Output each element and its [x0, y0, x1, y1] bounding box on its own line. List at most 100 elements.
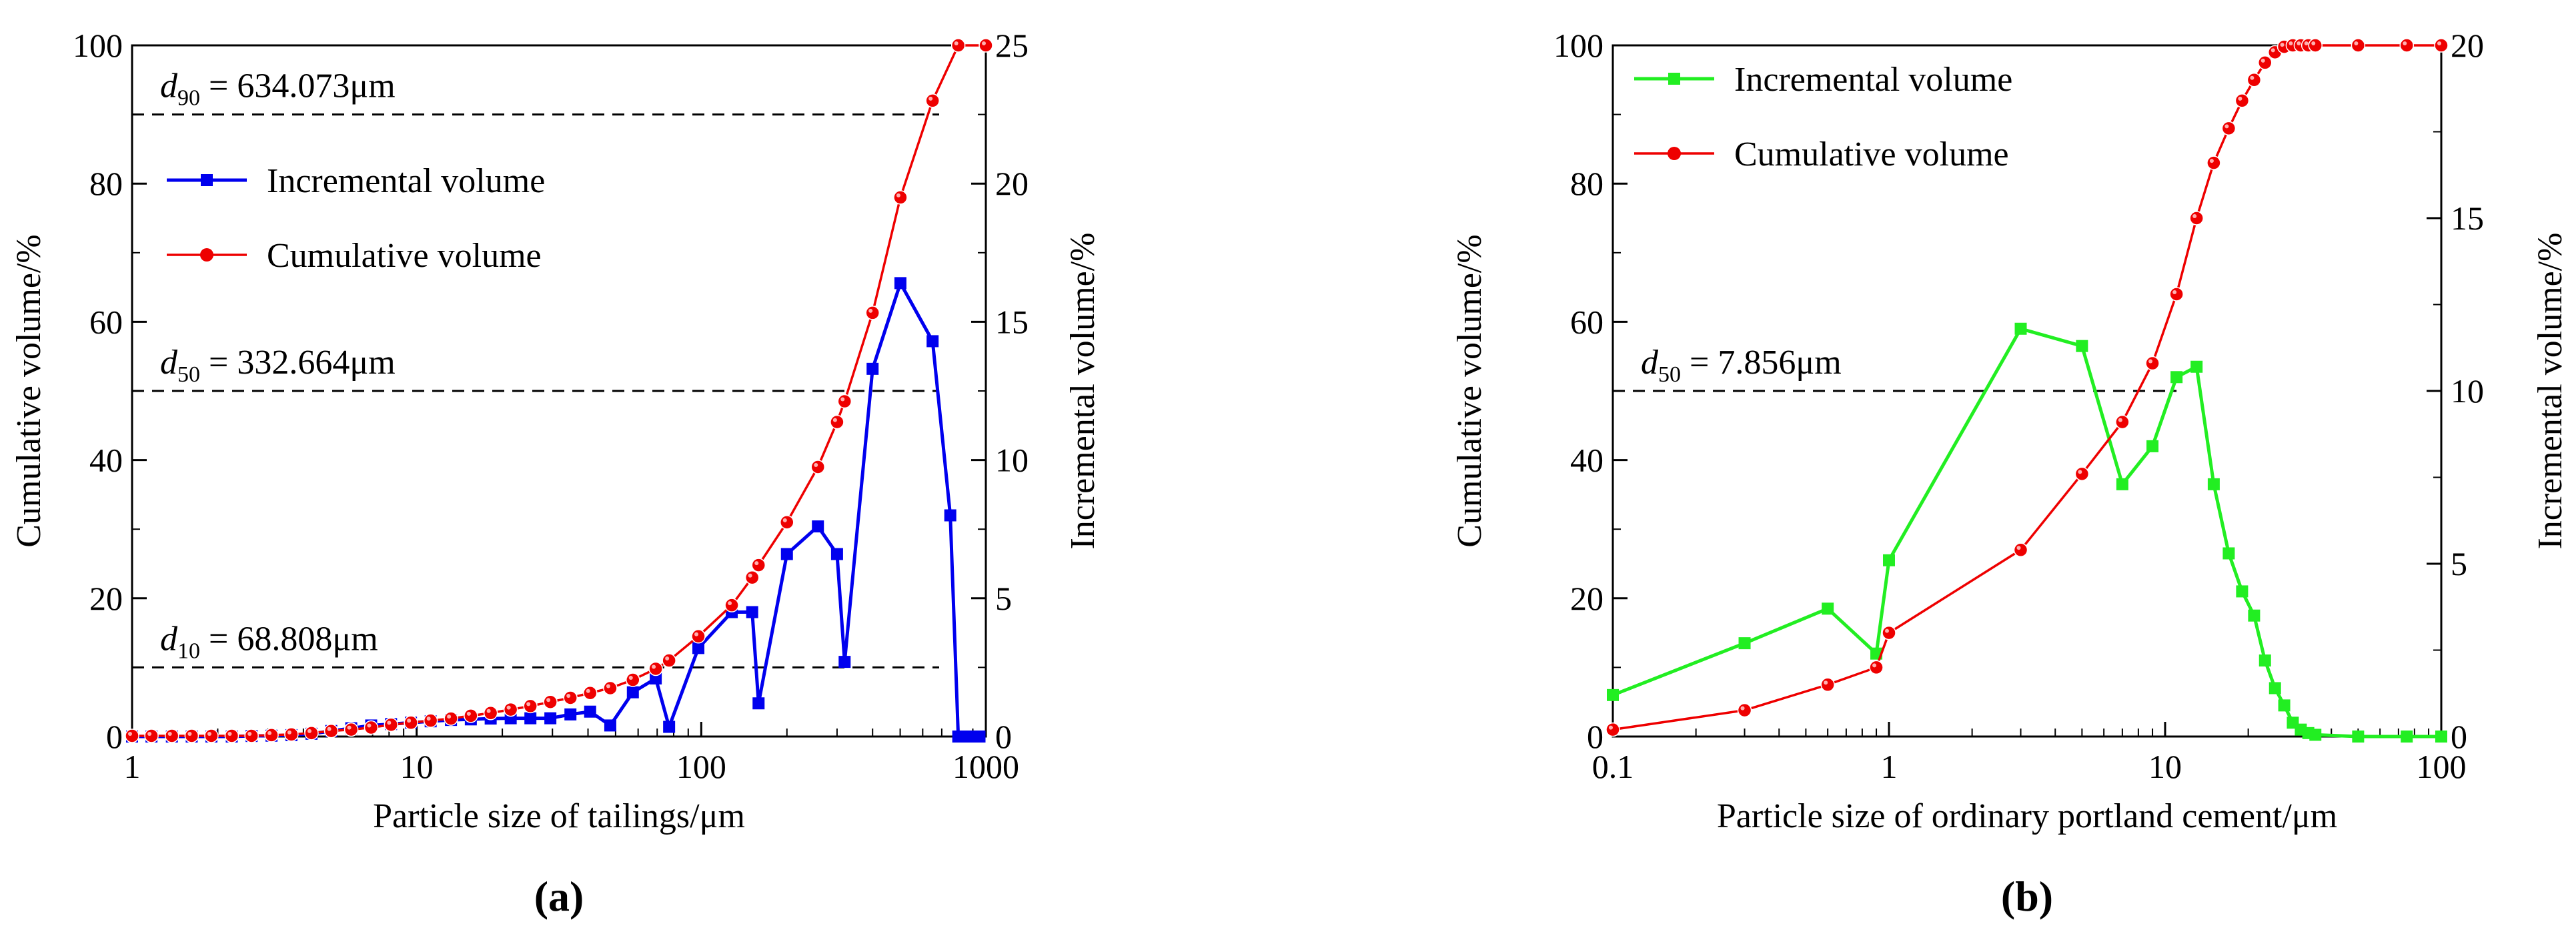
data-point	[724, 598, 739, 612]
data-point	[583, 685, 598, 700]
series-incremental-volume	[1607, 322, 2447, 743]
ref-symbol: d	[1641, 344, 1659, 382]
x-axis-label: Particle size of tailings/μm	[373, 797, 745, 835]
y-right-tick-label: 25	[995, 27, 1029, 64]
data-point	[2206, 155, 2221, 170]
data-point-highlight	[1824, 680, 1828, 685]
data-point	[125, 729, 139, 743]
legend-marker	[200, 248, 213, 262]
data-point	[344, 722, 359, 737]
y-right-tick-label: 10	[995, 442, 1029, 479]
panel-caption: (b)	[2001, 873, 2053, 920]
data-point	[626, 672, 640, 687]
y-left-tick-label: 60	[1570, 303, 1603, 340]
panel-caption: (a)	[534, 873, 584, 920]
ref-value: = 68.808μm	[200, 620, 378, 658]
data-point	[1882, 625, 1896, 640]
x-tick-label: 10	[400, 748, 434, 785]
ref-symbol: d	[160, 67, 178, 105]
data-point	[1820, 677, 1835, 692]
ref-symbol: d	[160, 620, 178, 658]
y-right-tick-label: 15	[2451, 199, 2484, 237]
data-point-highlight	[2224, 124, 2229, 129]
data-point	[865, 306, 880, 320]
data-point	[543, 694, 558, 709]
data-point	[626, 686, 639, 698]
panel-a: 1 10 100 10000204060801000510152025Particle…	[10, 27, 1102, 920]
data-point-highlight	[1872, 663, 1877, 668]
data-point	[1605, 722, 1620, 737]
data-point-highlight	[128, 731, 132, 736]
data-point	[1607, 688, 1619, 701]
ref-subscript: 50	[177, 362, 200, 387]
data-point-highlight	[307, 729, 311, 733]
y-right-tick-label: 0	[2451, 718, 2467, 755]
data-point	[780, 548, 793, 560]
x-tick-label: 100	[676, 748, 726, 785]
data-point	[2222, 547, 2235, 560]
data-point-highlight	[2311, 41, 2316, 45]
data-point	[837, 394, 852, 409]
data-point-highlight	[447, 715, 452, 719]
legend: Incremental volume Cumulative volume	[167, 162, 545, 275]
data-point-highlight	[728, 601, 732, 606]
data-point	[810, 460, 825, 474]
data-point-highlight	[782, 518, 787, 522]
data-point	[483, 706, 498, 721]
data-point	[244, 729, 259, 743]
data-point-highlight	[928, 96, 933, 101]
data-point-highlight	[187, 731, 192, 736]
data-point	[691, 629, 706, 644]
data-point	[1737, 702, 1752, 718]
data-point	[564, 708, 577, 721]
data-point	[1822, 602, 1834, 615]
data-point	[648, 661, 663, 676]
data-point-highlight	[327, 727, 332, 731]
data-point	[744, 570, 760, 585]
data-point-highlight	[954, 41, 958, 45]
data-point-highlight	[628, 676, 633, 680]
data-point-highlight	[694, 632, 699, 636]
data-point-highlight	[868, 308, 873, 313]
y-right-axis-label: Incremental volume/%	[1064, 232, 1102, 549]
data-point	[692, 642, 705, 654]
data-point-highlight	[982, 41, 986, 45]
x-tick-label: 1	[1881, 748, 1898, 785]
data-point	[944, 509, 956, 522]
data-point	[812, 520, 824, 533]
data-point-highlight	[466, 711, 471, 716]
data-point-highlight	[748, 573, 752, 578]
data-point-highlight	[2437, 41, 2441, 45]
data-point	[2401, 731, 2413, 743]
y-left-tick-label: 100	[73, 27, 123, 64]
data-point	[2221, 121, 2236, 136]
data-point-highlight	[2118, 418, 2122, 422]
data-point	[264, 728, 279, 743]
data-point-highlight	[586, 688, 590, 693]
data-point	[544, 712, 557, 725]
x-tick-label: 10	[2148, 748, 2182, 785]
data-point-highlight	[2304, 41, 2309, 45]
data-point	[2170, 371, 2183, 384]
data-point-highlight	[207, 731, 211, 736]
data-point-highlight	[2271, 48, 2275, 53]
data-point-highlight	[227, 731, 232, 736]
data-point	[524, 712, 537, 725]
data-point-highlight	[814, 462, 818, 467]
y-right-axis-label: Incremental volume/%	[2531, 232, 2569, 549]
data-point	[926, 335, 939, 348]
legend-marker	[1668, 73, 1680, 85]
data-point	[144, 729, 159, 743]
y-left-tick-label: 0	[1587, 718, 1603, 755]
data-point	[830, 548, 843, 560]
data-point-highlight	[506, 705, 511, 710]
legend-label: Cumulative volume	[267, 237, 542, 275]
data-point-highlight	[606, 684, 610, 688]
data-point-highlight	[832, 418, 837, 422]
data-point-highlight	[407, 719, 412, 723]
reference-label-d10: d10 = 68.808μm	[160, 620, 378, 663]
series-cumulative-volume	[125, 38, 993, 743]
data-point	[2399, 38, 2415, 53]
